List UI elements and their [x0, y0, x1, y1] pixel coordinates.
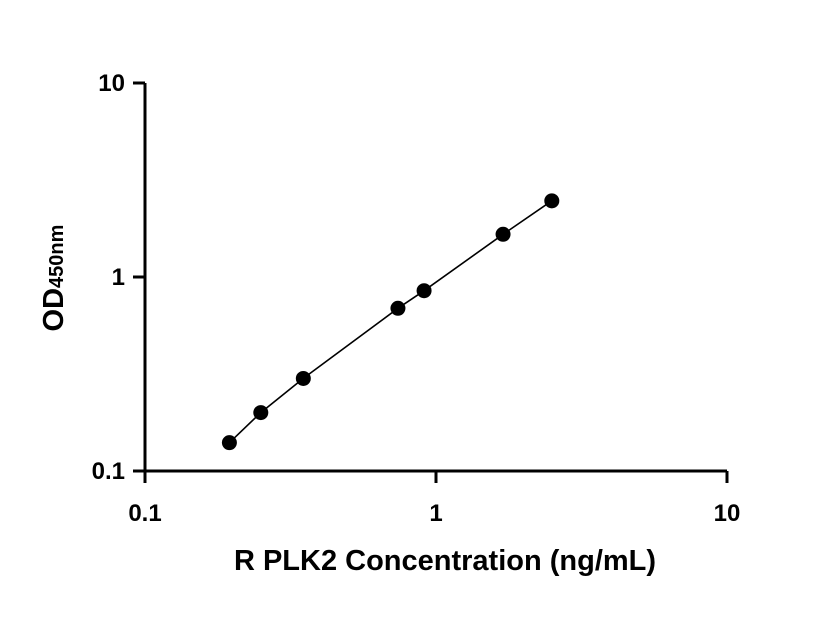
x-tick-label: 10	[714, 500, 741, 527]
data-point	[221, 435, 237, 451]
data-point	[495, 226, 511, 242]
y-axis-title: OD450nm	[38, 225, 70, 332]
data-point	[416, 283, 432, 299]
y-axis-title-subscript: 450nm	[46, 225, 68, 288]
plot-area	[221, 193, 560, 451]
data-point	[390, 300, 406, 316]
data-point	[253, 405, 269, 421]
y-tick-label: 10	[98, 70, 125, 97]
x-axis-title: R PLK2 Concentration (ng/mL)	[234, 545, 656, 577]
x-tick-label: 1	[429, 500, 442, 527]
y-axis-title-main: OD	[38, 288, 70, 332]
y-tick-label: 0.1	[92, 458, 125, 485]
axes	[143, 83, 727, 473]
x-tick-label: 0.1	[128, 500, 161, 527]
ticks: 0.1 1 10 0.1 1 10	[92, 70, 741, 527]
y-tick-label: 1	[112, 264, 125, 291]
data-point	[544, 193, 560, 209]
data-point	[295, 370, 311, 386]
